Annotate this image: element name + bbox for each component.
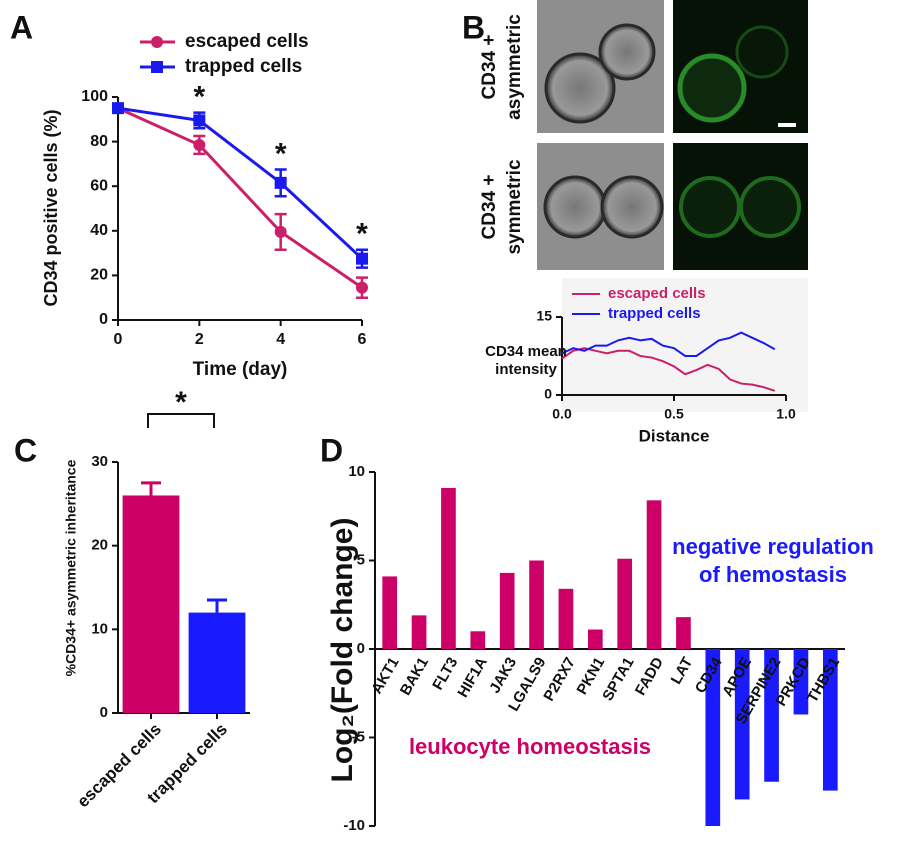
y-tick-label: 60	[90, 177, 108, 194]
annotation: negative regulation	[672, 534, 874, 559]
bar	[822, 649, 838, 791]
cell	[543, 175, 607, 239]
y-tick-label: 0	[357, 640, 365, 657]
panel-label: B	[462, 9, 485, 45]
legend-label: escaped cells	[185, 31, 309, 52]
bar	[470, 631, 486, 649]
panel-label: C	[14, 432, 37, 468]
y-axis-label: CD34 mean	[485, 343, 567, 360]
y-tick-label: 30	[91, 453, 108, 470]
row-label: CD34 +	[479, 175, 500, 240]
y-axis-label: %CD34+ asymmetric inheritance	[63, 459, 79, 676]
y-tick-label: 5	[357, 551, 365, 568]
cell	[598, 23, 656, 81]
bar	[617, 558, 633, 649]
bar	[676, 617, 691, 649]
marker	[274, 176, 287, 189]
bar	[646, 500, 662, 649]
series-line	[561, 331, 776, 357]
marker	[193, 138, 206, 151]
annotation: of hemostasis	[699, 562, 847, 587]
row-label: asymmetric	[504, 14, 525, 120]
significance-star: *	[175, 386, 187, 419]
marker	[274, 225, 287, 238]
x-tick-label: 2	[195, 331, 204, 348]
series-line	[117, 106, 363, 289]
y-axis-label: Log₂(Fold change)	[326, 518, 359, 783]
error-bar	[141, 481, 161, 496]
bar	[558, 588, 574, 649]
legend-label: trapped cells	[185, 56, 302, 77]
significance-star: *	[275, 137, 287, 170]
error-bar	[207, 598, 227, 613]
y-tick-label: 0	[99, 311, 108, 328]
bar	[188, 612, 246, 713]
legend-label: trapped cells	[608, 305, 701, 322]
legend-marker	[151, 61, 163, 73]
micrographs	[537, 0, 808, 412]
bar	[587, 629, 603, 649]
cell	[544, 52, 616, 124]
marker	[356, 281, 368, 294]
x-tick-label: 4	[276, 331, 285, 348]
bar	[411, 615, 427, 649]
y-tick-label: 0	[100, 704, 108, 721]
legend-marker	[151, 36, 163, 48]
y-tick-label: 15	[536, 308, 552, 324]
x-tick-label: 0	[114, 331, 123, 348]
bar	[529, 560, 544, 649]
bar	[499, 572, 515, 649]
panel-label: D	[320, 432, 343, 468]
bar	[734, 649, 750, 800]
cell-signal	[677, 53, 747, 123]
y-axis-label: intensity	[495, 361, 557, 378]
x-tick-label: 0.5	[664, 406, 684, 422]
y-tick-label: 10	[348, 463, 365, 480]
row-label: symmetric	[504, 159, 525, 254]
marker	[193, 114, 206, 127]
y-tick-label: 80	[90, 133, 108, 150]
annotation: leukocyte homeostasis	[409, 734, 651, 759]
bar	[441, 487, 456, 649]
x-tick-label: 1.0	[776, 406, 796, 422]
legend-label: escaped cells	[608, 285, 706, 302]
x-axis-label: Distance	[639, 426, 710, 445]
marker	[112, 102, 124, 115]
row-label: CD34 +	[479, 35, 500, 100]
y-tick-label: -10	[343, 817, 365, 834]
series-line	[117, 106, 364, 260]
y-tick-label: 20	[90, 267, 108, 284]
cell	[600, 175, 664, 239]
x-tick-label: FADD	[632, 654, 667, 698]
cell-signal	[679, 176, 741, 238]
y-tick-label: 20	[91, 537, 108, 554]
x-tick-label: HIF1A	[454, 654, 490, 700]
y-tick-label: 40	[90, 222, 108, 239]
bar	[122, 495, 180, 713]
bar	[705, 649, 721, 826]
y-axis-label: CD34 positive cells (%)	[41, 109, 61, 306]
y-tick-label: 100	[81, 88, 108, 105]
cell-signal	[739, 176, 801, 238]
bar	[793, 649, 809, 715]
panel-label: A	[10, 9, 33, 45]
significance-bracket	[147, 413, 215, 428]
x-tick-label: 6	[358, 331, 367, 348]
cell-signal	[735, 25, 789, 79]
bar	[382, 576, 398, 649]
marker	[356, 252, 368, 265]
significance-star: *	[193, 81, 205, 114]
series-line	[561, 347, 776, 392]
x-axis-label: Time (day)	[193, 359, 288, 380]
x-tick-label: 0.0	[552, 406, 572, 422]
x-tick-label: BAK1	[397, 654, 432, 698]
bar	[764, 649, 779, 782]
significance-star: *	[356, 218, 368, 251]
y-tick-label: 0	[544, 386, 552, 402]
x-tick-label: LAT	[668, 654, 697, 687]
y-tick-label: 10	[91, 620, 108, 637]
y-tick-label: -5	[352, 728, 365, 745]
